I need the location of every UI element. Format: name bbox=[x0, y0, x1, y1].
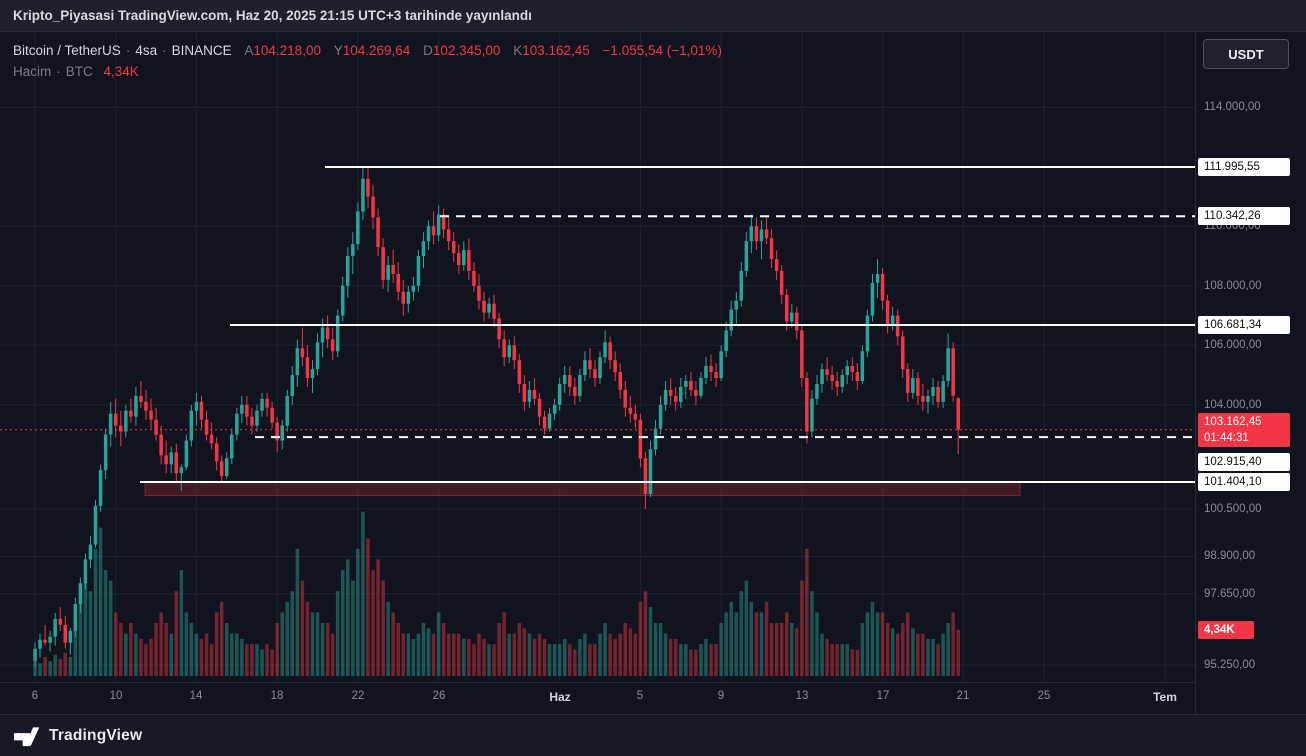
time-tick-label: 26 bbox=[432, 690, 446, 702]
tradingview-logo-icon[interactable] bbox=[14, 725, 40, 747]
close-label: K bbox=[513, 43, 523, 58]
open-label: A bbox=[244, 43, 254, 58]
time-tick-label: 5 bbox=[636, 690, 644, 702]
time-tick-label: 17 bbox=[876, 690, 890, 702]
chart-legend: Bitcoin / TetherUS · 4sa · BINANCE A104.218,… bbox=[13, 40, 722, 82]
legend-separator: · bbox=[125, 43, 131, 58]
level-price-label: 101.404,10 bbox=[1198, 473, 1290, 491]
price-tick-label: 104.000,00 bbox=[1204, 399, 1262, 411]
volume-symbol-label: BTC bbox=[65, 64, 93, 79]
close-value: 103.162,45 bbox=[522, 43, 590, 58]
price-tick-label: 95.250,00 bbox=[1204, 659, 1256, 671]
last-price-value: 103.162,45 bbox=[1204, 416, 1262, 428]
publication-banner-text: Kripto_Piyasasi TradingView.com, Haz 20,… bbox=[13, 8, 532, 23]
volume-value: 4,34K bbox=[103, 64, 139, 79]
price-tick-label: 98.900,00 bbox=[1204, 550, 1256, 562]
price-axis[interactable]: 114.000,00 110.000,00 108.000,00 106.000,00… bbox=[1195, 32, 1306, 714]
high-value: 104.269,64 bbox=[342, 43, 411, 58]
change-value: −1.055,54 (−1,01%) bbox=[602, 43, 722, 58]
time-axis[interactable]: 6 10 14 18 22 26 Haz 5 9 13 17 21 25 Tem bbox=[0, 682, 1195, 714]
currency-toggle-button[interactable]: USDT bbox=[1203, 39, 1289, 69]
bar-countdown: 01:44:31 bbox=[1204, 432, 1249, 444]
time-tick-label: 22 bbox=[351, 690, 365, 702]
low-value: 102.345,00 bbox=[432, 43, 501, 58]
time-tick-label: 10 bbox=[109, 690, 123, 702]
high-label: Y bbox=[333, 43, 343, 58]
publication-banner: Kripto_Piyasasi TradingView.com, Haz 20,… bbox=[0, 0, 1306, 32]
price-tick-label: 108.000,00 bbox=[1204, 280, 1262, 292]
exchange-label: BINANCE bbox=[171, 43, 232, 58]
time-tick-label: 13 bbox=[795, 690, 809, 702]
chart-pane[interactable]: Bitcoin / TetherUS · 4sa · BINANCE A104.218,… bbox=[0, 32, 1195, 682]
candlestick-chart[interactable] bbox=[0, 32, 1195, 682]
volume-study-title[interactable]: Hacim bbox=[13, 64, 52, 79]
price-tick-label: 100.500,00 bbox=[1204, 503, 1262, 515]
level-price-label: 111.995,55 bbox=[1198, 158, 1290, 176]
brand-bar: TradingView bbox=[0, 714, 1306, 756]
open-value: 104.218,00 bbox=[253, 43, 321, 58]
time-tick-label: Haz bbox=[549, 690, 571, 704]
time-tick-label: Tem bbox=[1153, 690, 1177, 704]
level-price-label: 102.915,40 bbox=[1198, 453, 1290, 471]
interval-label: 4sa bbox=[135, 43, 158, 58]
price-tick-label: 97.650,00 bbox=[1204, 588, 1256, 600]
last-price-label: 103.162,45 01:44:31 bbox=[1198, 413, 1290, 447]
legend-symbol-row: Bitcoin / TetherUS · 4sa · BINANCE A104.218,… bbox=[13, 40, 722, 61]
legend-separator: · bbox=[56, 64, 61, 79]
low-label: D bbox=[423, 43, 433, 58]
time-tick-label: 6 bbox=[31, 690, 39, 702]
legend-volume-row: Hacim · BTC 4,34K bbox=[13, 61, 722, 82]
legend-separator: · bbox=[162, 43, 167, 58]
time-tick-label: 14 bbox=[189, 690, 203, 702]
symbol-title[interactable]: Bitcoin / TetherUS bbox=[13, 43, 121, 58]
level-price-label: 110.342,26 bbox=[1198, 207, 1290, 225]
level-price-label: 106.681,34 bbox=[1198, 316, 1290, 334]
time-tick-label: 25 bbox=[1037, 690, 1051, 702]
time-tick-label: 21 bbox=[956, 690, 970, 702]
time-tick-label: 18 bbox=[270, 690, 284, 702]
brand-name[interactable]: TradingView bbox=[49, 726, 143, 744]
volume-axis-label: 4,34K bbox=[1198, 621, 1254, 639]
time-tick-label: 9 bbox=[717, 690, 725, 702]
price-tick-label: 114.000,00 bbox=[1204, 101, 1261, 113]
price-tick-label: 106.000,00 bbox=[1204, 339, 1262, 351]
